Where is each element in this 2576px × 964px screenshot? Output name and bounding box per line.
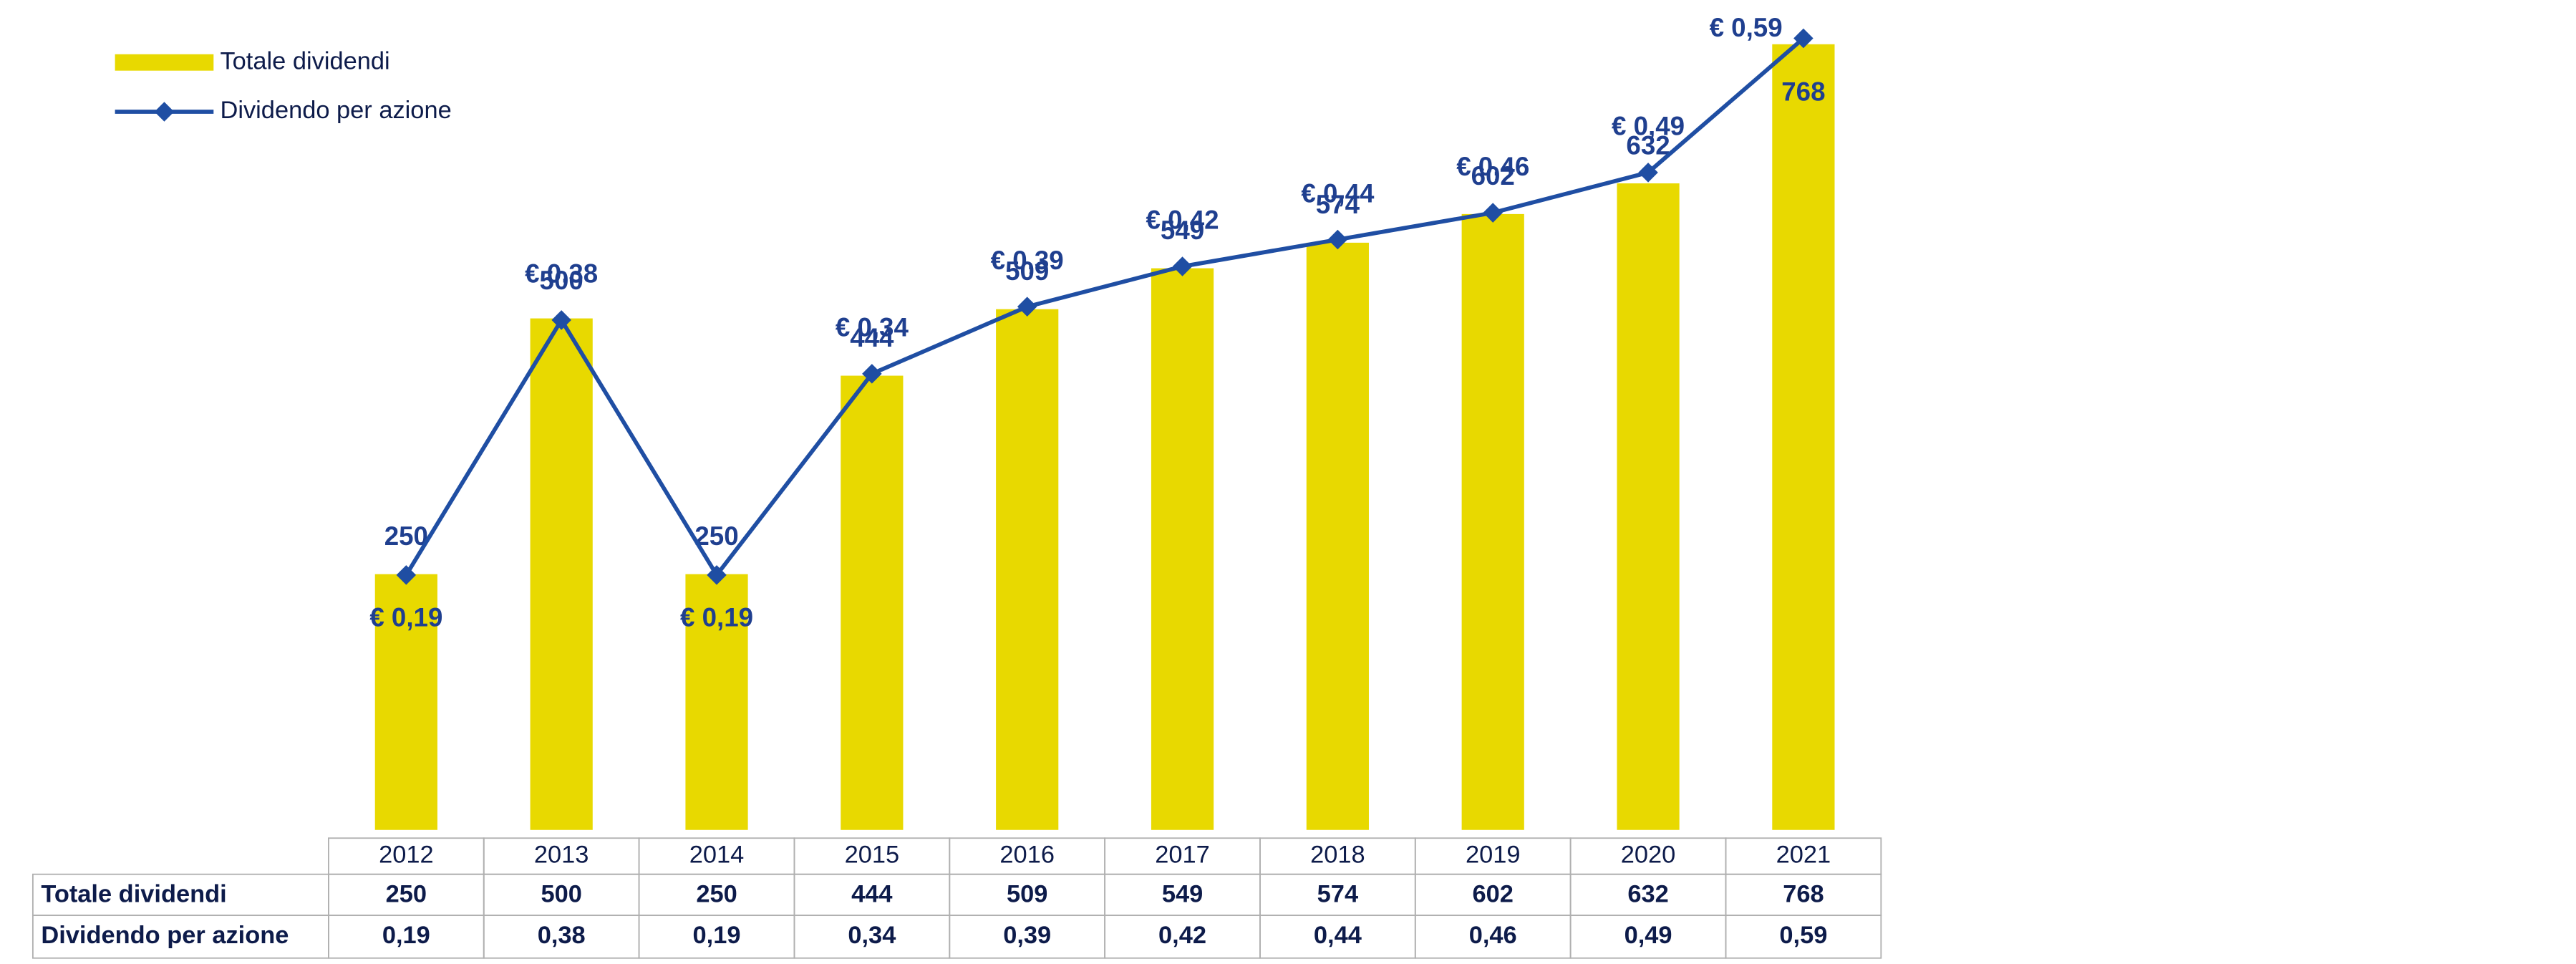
table-value: 0,19 <box>382 922 430 949</box>
table-header: 2020 <box>1621 842 1676 869</box>
table-row-header: Totale dividendi <box>41 881 226 908</box>
bar <box>996 309 1059 830</box>
bar-value-label: 602 <box>1471 161 1515 191</box>
line-marker <box>1483 203 1503 223</box>
table-value: 574 <box>1317 881 1358 908</box>
table-header: 2021 <box>1776 842 1831 869</box>
table-value: 250 <box>696 881 737 908</box>
table-value: 0,46 <box>1469 922 1517 949</box>
bar-value-label: 250 <box>384 521 428 551</box>
plot: 250 500 250 444 509 549 574 602 632 768 € 0,19 € 0,… <box>32 13 1882 959</box>
line-value-label: € 0,39 <box>991 246 1064 275</box>
line-value-label: € 0,44 <box>1301 178 1375 208</box>
table-value: 444 <box>851 881 892 908</box>
line-marker <box>1172 256 1193 276</box>
line-value-label: € 0,19 <box>680 603 753 632</box>
bar <box>841 375 904 830</box>
table-value: 250 <box>386 881 427 908</box>
bar-value-label: 444 <box>850 323 894 352</box>
line-marker <box>1017 297 1037 317</box>
line-value-label: € 0,34 <box>836 313 909 342</box>
bar-value-label: 574 <box>1316 190 1360 219</box>
table-value: 0,39 <box>1003 922 1051 949</box>
table-value: 500 <box>541 881 581 908</box>
bar <box>1772 44 1835 830</box>
bar-value-label: 768 <box>1781 77 1825 106</box>
table-value: 632 <box>1627 881 1668 908</box>
table-header: 2018 <box>1310 842 1365 869</box>
line-value-label: € 0,46 <box>1456 152 1529 181</box>
table-value: 509 <box>1007 881 1047 908</box>
line-marker <box>1638 163 1658 183</box>
line-marker <box>1327 229 1348 250</box>
table-value: 0,38 <box>538 922 586 949</box>
bar <box>374 574 437 830</box>
table-header: 2019 <box>1466 842 1521 869</box>
legend-swatch <box>115 54 214 71</box>
table-header: 2014 <box>689 842 745 869</box>
table-header: 2016 <box>999 842 1055 869</box>
table-header: 2012 <box>379 842 434 869</box>
table-header: 2013 <box>534 842 589 869</box>
line-value-label: € 0,59 <box>1710 13 1783 42</box>
bar <box>1617 183 1680 830</box>
table-value: 768 <box>1783 881 1824 908</box>
legend-swatch <box>154 102 175 122</box>
line-value-label: € 0,42 <box>1146 206 1219 235</box>
bar-value-label: 250 <box>694 521 738 551</box>
line-marker <box>862 364 882 384</box>
line-marker <box>396 565 417 585</box>
table-value: 0,49 <box>1624 922 1672 949</box>
bar-value-label: 509 <box>1005 256 1049 286</box>
legend-label: Dividendo per azione <box>220 97 451 124</box>
line-value-label: € 0,49 <box>1612 112 1685 141</box>
table-row-header: Dividendo per azione <box>41 922 289 949</box>
table-value: 0,44 <box>1314 922 1362 949</box>
bar <box>1306 242 1369 830</box>
line-value-label: € 0,38 <box>525 259 598 289</box>
bar-value-label: 632 <box>1626 130 1670 160</box>
bar-value-label: 549 <box>1161 216 1204 245</box>
bar-value-label: 500 <box>540 266 584 295</box>
bar <box>685 574 748 830</box>
table-value: 0,34 <box>848 922 896 949</box>
line <box>404 37 1805 579</box>
legend-label: Totale dividendi <box>220 47 389 74</box>
table-value: 0,42 <box>1158 922 1206 949</box>
table-value: 549 <box>1162 881 1203 908</box>
bar <box>1461 213 1524 830</box>
table-value: 602 <box>1473 881 1514 908</box>
table-header: 2015 <box>845 842 900 869</box>
line-marker <box>1793 28 1814 49</box>
table-cell <box>32 915 329 959</box>
table-header: 2017 <box>1155 842 1210 869</box>
line-marker <box>707 565 727 585</box>
table-cell <box>1725 915 1882 959</box>
table-value: 0,59 <box>1779 922 1827 949</box>
bar <box>530 318 593 830</box>
bar <box>1151 268 1214 830</box>
line-value-label: € 0,19 <box>369 603 442 632</box>
table-value: 0,19 <box>693 922 741 949</box>
